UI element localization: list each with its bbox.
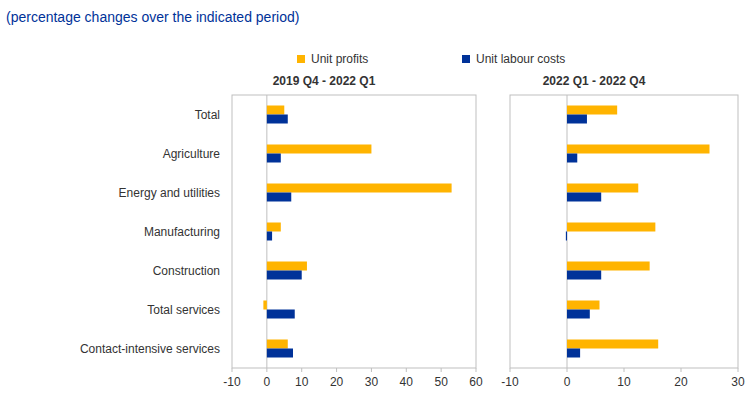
- tick: [266, 368, 267, 372]
- legend-label: Unit labour costs: [476, 52, 565, 66]
- tick: [441, 368, 442, 372]
- bar: [267, 154, 281, 163]
- legend-swatch: [462, 55, 470, 63]
- bar: [267, 340, 288, 349]
- category-label: Manufacturing: [144, 225, 220, 239]
- legend: Unit profits Unit labour costs: [297, 52, 565, 66]
- tick: [624, 368, 625, 372]
- bar: [267, 145, 372, 154]
- legend-swatch: [297, 55, 305, 63]
- bar: [267, 184, 452, 193]
- bar: [267, 262, 307, 271]
- tick-label: -10: [501, 375, 519, 389]
- bar: [267, 223, 281, 232]
- tick: [476, 368, 477, 372]
- bar: [267, 310, 295, 319]
- tick-label: -10: [223, 375, 241, 389]
- panel-title: 2022 Q1 - 2022 Q4: [543, 74, 646, 88]
- bar: [567, 145, 710, 154]
- bar: [566, 232, 567, 241]
- bar: [267, 193, 291, 202]
- bar: [267, 106, 284, 115]
- category-label: Total: [195, 108, 220, 122]
- subtitle: (percentage changes over the indicated p…: [6, 9, 299, 25]
- bar: [567, 340, 658, 349]
- tick: [371, 368, 372, 372]
- tick-label: 60: [469, 375, 483, 389]
- category-label: Agriculture: [163, 147, 221, 161]
- bar: [267, 232, 272, 241]
- tick-label: 30: [731, 375, 745, 389]
- panel: 2022 Q1 - 2022 Q4 -10 0 10 20 30: [501, 74, 745, 389]
- panel-title: 2019 Q4 - 2022 Q1: [273, 74, 376, 88]
- panel: 2019 Q4 - 2022 Q1 -10 0 10 20 30 40 50 60 Total Ag…: [80, 74, 483, 389]
- tick: [232, 368, 233, 372]
- bar: [567, 262, 650, 271]
- tick: [301, 368, 302, 372]
- bar: [567, 184, 638, 193]
- category-label: Total services: [147, 303, 220, 317]
- bar: [567, 193, 601, 202]
- tick-label: 30: [365, 375, 379, 389]
- tick: [336, 368, 337, 372]
- plot-frame: [232, 95, 476, 368]
- tick-label: 20: [674, 375, 688, 389]
- bar: [567, 154, 577, 163]
- tick-label: 0: [264, 375, 271, 389]
- category-label: Construction: [153, 264, 220, 278]
- bar: [267, 349, 293, 358]
- bar: [567, 223, 655, 232]
- category-label: Contact-intensive services: [80, 342, 220, 356]
- tick: [681, 368, 682, 372]
- tick: [510, 368, 511, 372]
- bar: [567, 310, 590, 319]
- bar: [263, 301, 266, 310]
- bars: [566, 95, 710, 368]
- category-label: Energy and utilities: [119, 186, 220, 200]
- tick: [738, 368, 739, 372]
- chart: (percentage changes over the indicated p…: [0, 0, 756, 409]
- tick-label: 10: [617, 375, 631, 389]
- plot-frame: [510, 95, 738, 368]
- bar: [567, 349, 580, 358]
- tick: [406, 368, 407, 372]
- tick-label: 10: [295, 375, 309, 389]
- bar: [567, 301, 599, 310]
- tick-label: 0: [564, 375, 571, 389]
- bar: [567, 115, 587, 124]
- legend-label: Unit profits: [311, 52, 368, 66]
- tick-label: 40: [400, 375, 414, 389]
- bar: [567, 271, 601, 280]
- bar: [267, 115, 288, 124]
- bar: [567, 106, 617, 115]
- bars: [263, 95, 451, 368]
- tick: [567, 368, 568, 372]
- tick-label: 50: [434, 375, 448, 389]
- bar: [267, 271, 302, 280]
- tick-label: 20: [330, 375, 344, 389]
